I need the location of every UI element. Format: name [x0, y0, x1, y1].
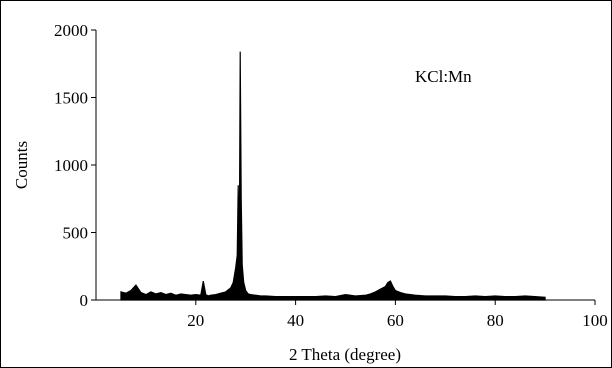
x-tick-group: 20 40 60 80 100	[187, 300, 608, 330]
y-axis-title: Counts	[12, 141, 31, 189]
x-tick-label: 20	[187, 311, 204, 330]
x-tick-label: 60	[387, 311, 404, 330]
y-tick-label: 0	[80, 291, 89, 310]
y-tick-label: 1000	[54, 156, 88, 175]
series-line	[120, 51, 546, 301]
x-tick-label: 80	[487, 311, 504, 330]
y-tick-label: 2000	[54, 21, 88, 40]
y-tick-group: 0 500 1000 1500 2000	[54, 21, 96, 310]
y-tick-label: 500	[63, 224, 89, 243]
plot-area	[120, 51, 546, 301]
x-tick-label: 100	[582, 311, 608, 330]
annotation-label: KCl:Mn	[415, 67, 472, 86]
x-tick-label: 40	[287, 311, 304, 330]
y-tick-label: 1500	[54, 89, 88, 108]
x-axis-title: 2 Theta (degree)	[289, 345, 401, 364]
